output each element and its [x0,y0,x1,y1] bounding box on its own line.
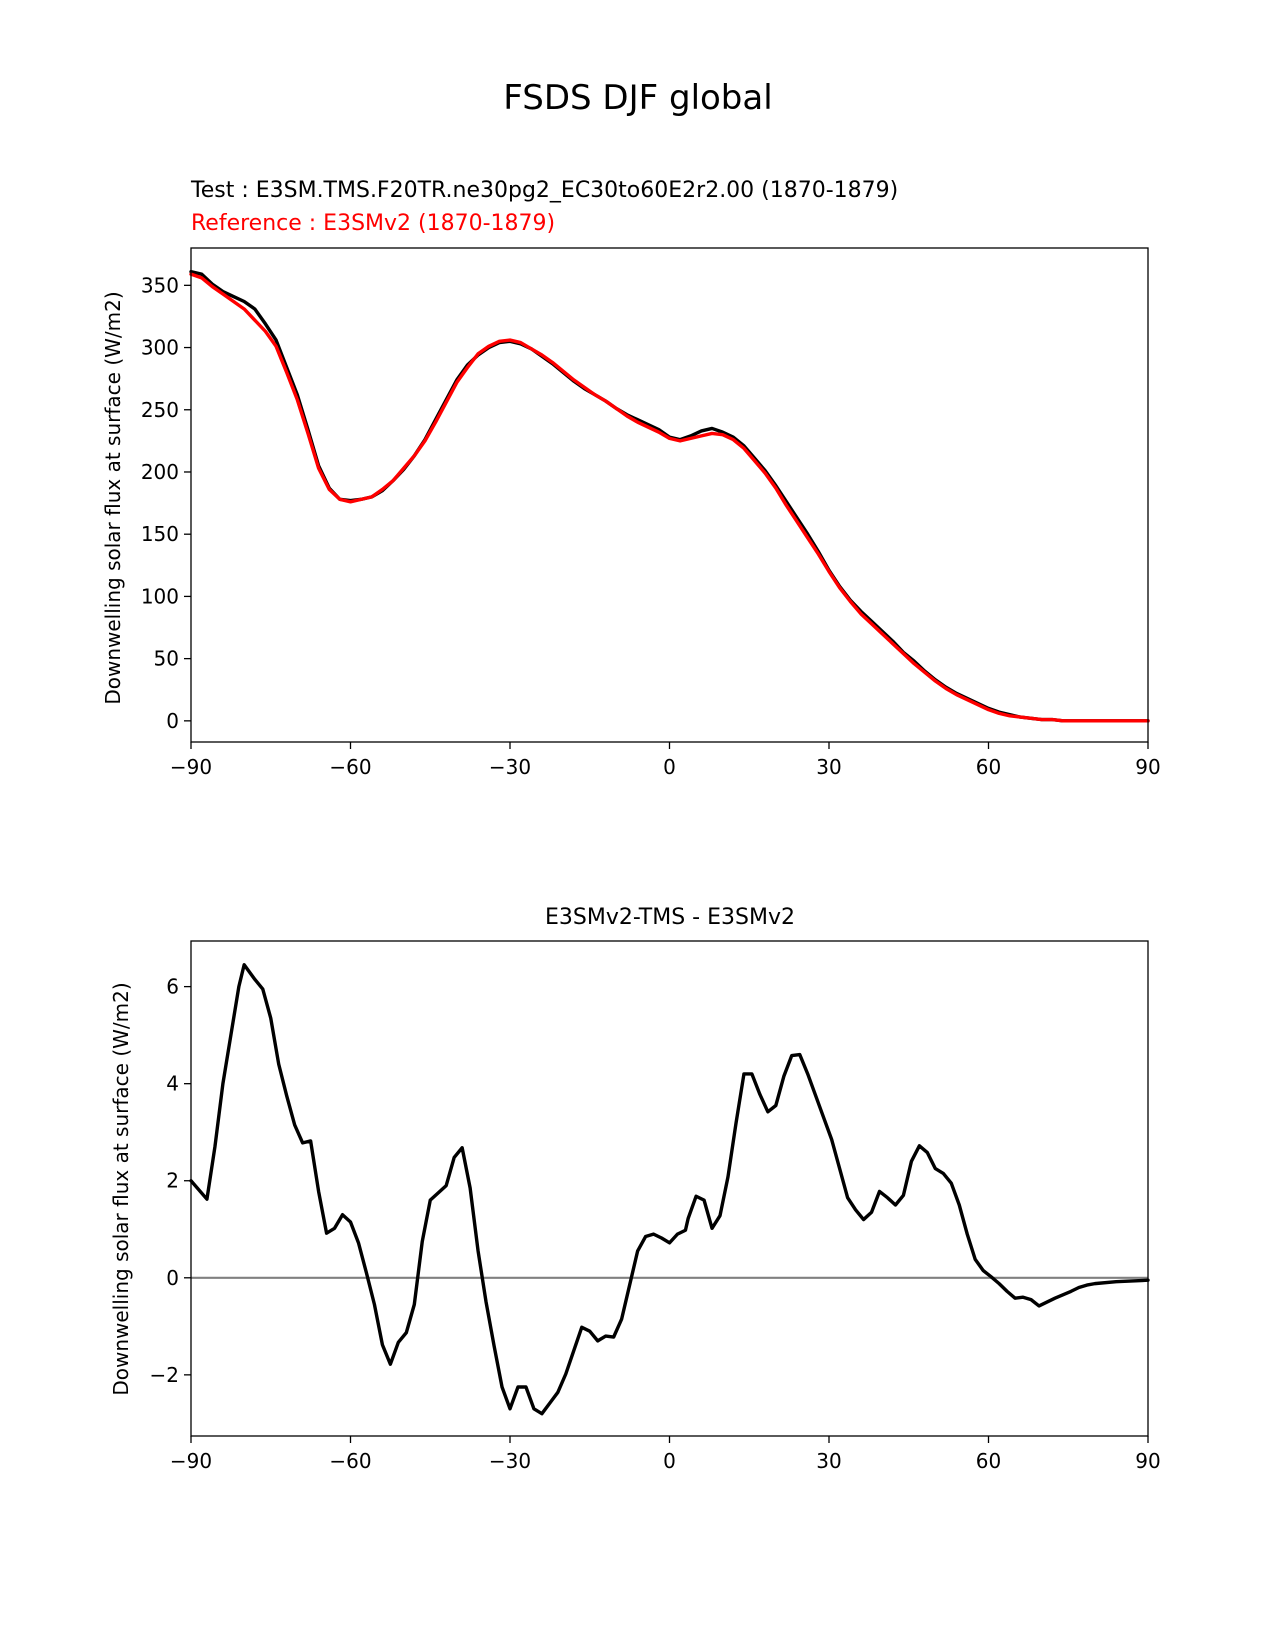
bottom-chart-xtick-label: 0 [663,1449,676,1473]
bottom-chart-series-e3smv2-tms-e3smv2 [189,963,1150,1416]
figure-title: FSDS DJF global [503,78,772,118]
top-chart-xtick-label: −30 [489,755,531,779]
top-chart-xtick-label: −60 [329,755,371,779]
top-chart-xtick-label: 90 [1135,755,1160,779]
top-chart-xtick-label: −90 [170,755,212,779]
bottom-chart: E3SMv2-TMS - E3SMv2 Downwelling solar fl… [109,905,1161,1473]
top-chart-ytick-label: 350 [141,273,179,297]
top-chart-ytick-label: 100 [141,584,179,608]
bottom-chart-xtick-label: 30 [816,1449,841,1473]
top-chart-xtick-label: 0 [663,755,676,779]
top-chart-reference-title: Reference : E3SMv2 (1870-1879) [191,211,555,236]
bottom-chart-xtick-label: −30 [489,1449,531,1473]
top-chart-ytick-label: 0 [166,709,179,733]
top-chart-ylabel: Downwelling solar flux at surface (W/m2) [101,291,125,704]
top-chart-series-reference [189,272,1150,723]
top-chart-ytick-label: 200 [141,460,179,484]
top-chart-ytick-label: 250 [141,398,179,422]
bottom-chart-ylabel: Downwelling solar flux at surface (W/m2) [109,982,133,1395]
top-chart-ytick-label: 300 [141,336,179,360]
bottom-plot-area: −90 −60 −30 0 30 60 90 −2 0 2 4 6 [150,940,1161,1473]
bottom-chart-ytick-label: 2 [166,1169,179,1193]
bottom-chart-xtick-label: −60 [329,1449,371,1473]
bottom-chart-title: E3SMv2-TMS - E3SMv2 [545,905,795,930]
bottom-chart-ytick-label: 0 [166,1266,179,1290]
top-chart-test-title: Test : E3SM.TMS.F20TR.ne30pg2_EC30to60E2… [190,178,898,203]
top-chart-ytick-label: 50 [154,647,179,671]
top-chart: Test : E3SM.TMS.F20TR.ne30pg2_EC30to60E2… [101,178,1161,779]
top-plot-area: −90 −60 −30 0 30 60 90 0 50 100 150 200 250 300 350 [141,247,1161,779]
top-chart-ytick-label: 150 [141,522,179,546]
top-chart-xtick-label: 60 [976,755,1001,779]
top-chart-xtick-label: 30 [816,755,841,779]
bottom-chart-xtick-label: −90 [170,1449,212,1473]
bottom-chart-xtick-label: 60 [976,1449,1001,1473]
bottom-chart-ytick-label: −2 [150,1363,179,1387]
bottom-chart-ytick-label: 6 [166,975,179,999]
bottom-chart-ytick-label: 4 [166,1072,179,1096]
bottom-chart-xtick-label: 90 [1135,1449,1160,1473]
